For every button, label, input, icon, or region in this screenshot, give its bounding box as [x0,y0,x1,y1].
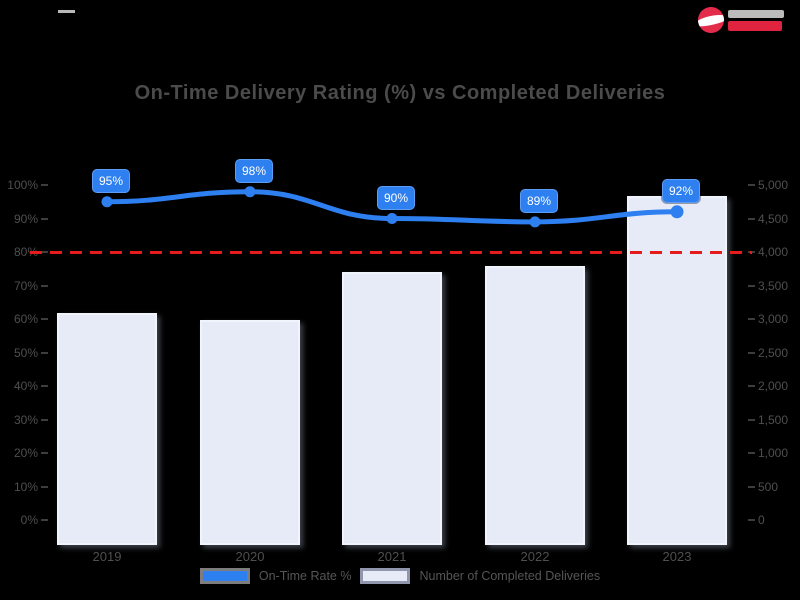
brand-logo-icon [698,7,724,33]
brand-watermark [698,7,784,33]
x-axis-label-2022: 2022 [520,549,550,564]
y-axis-left-tick-label: 50% [13,345,38,360]
y-axis-left-tick-label: 80% [13,245,38,259]
y-axis-left-tick-label: 10% [13,479,38,494]
chart-title: On-Time Delivery Rating (%) vs Completed… [134,82,666,104]
y-axis-right-tick-label: 0 [758,513,765,527]
y-axis-left-tick-label: 40% [13,379,38,393]
y-axis-right-tick-mark [748,284,755,287]
y-axis-left-tick-mark [41,519,48,521]
legend-label-line: On-Time Rate % [258,569,352,583]
y-axis-left-tick-mark [41,318,48,320]
logo-text-line-bottom [728,20,782,31]
y-axis-left-tick-mark [41,284,48,287]
bar-2022 [485,266,585,545]
data-label-chip-2022: 89% [520,188,558,213]
legend-swatch-line [199,568,250,584]
y-axis-right-tick-mark [748,351,755,354]
x-axis-label-2021: 2021 [377,549,407,564]
line-point-2020 [244,186,256,198]
y-axis-left-tick-mark [41,351,48,354]
y-axis-right-tick-label: 3,000 [758,312,789,326]
target-line [30,251,752,254]
y-axis-left-tick-mark [41,385,48,387]
brand-logo-text [728,9,784,31]
line-point-2022 [529,216,541,228]
y-axis-right-tick-label: 1,000 [758,446,789,460]
bar-2020 [200,320,300,545]
bar-2023 [627,196,727,545]
logo-text-line-top [728,9,784,18]
data-label-chip-2021: 90% [377,185,415,210]
y-axis-right-tick-mark [748,485,755,488]
y-axis-left-tick-label: 60% [13,312,38,326]
y-axis-left-tick-label: 100% [7,178,38,192]
y-axis-right-tick-label: 4,000 [758,245,789,259]
y-axis-left-tick-mark [41,485,48,488]
y-axis-right-tick-mark [748,184,755,186]
x-axis-label-2020: 2020 [235,549,265,564]
data-label-chip-2023: 92% [662,178,700,203]
chart-legend: On-Time Rate % Number of Completed Delive… [0,568,800,584]
y-axis-left-tick-label: 70% [13,278,38,293]
y-axis-right-tick-label: 2,500 [758,345,789,360]
y-axis-right-tick-mark [748,519,755,521]
y-axis-right-tick-label: 5,000 [758,178,789,192]
y-axis-left-tick-label: 0% [20,513,38,527]
bar-2021 [342,272,442,545]
y-axis-right-tick-mark [748,318,755,320]
y-axis-right-tick-mark [748,418,755,421]
x-axis-label-2019: 2019 [92,549,122,564]
legend-label-bars: Number of Completed Deliveries [419,569,601,583]
data-label-chip-2020: 98% [235,158,273,183]
y-axis-right-tick-label: 4,500 [758,211,789,226]
y-axis-right-tick-mark [748,452,755,454]
y-axis-right-tick-label: 3,500 [758,278,789,293]
y-axis-left-tick-mark [41,184,48,186]
legend-swatch-bars [360,568,411,584]
y-axis-left-tick-mark [41,418,48,421]
y-axis-left-tick-label: 30% [13,412,38,427]
x-axis-label-2023: 2023 [662,549,692,564]
y-axis-right-tick-label: 2,000 [758,379,789,393]
y-axis-right-tick-mark [748,385,755,387]
y-axis-left-tick-label: 20% [13,446,38,460]
y-axis-left-tick-mark [41,452,48,454]
y-axis-right-tick-mark [748,217,755,220]
bar-2019 [57,313,157,545]
line-point-2021 [386,213,398,224]
y-axis-right-tick-label: 1,500 [758,412,789,427]
watermark-fragment [58,10,75,13]
data-label-chip-2019: 95% [92,168,130,193]
y-axis-left-tick-mark [41,217,48,220]
y-axis-right-tick-label: 500 [758,479,779,494]
y-axis-left-tick-label: 90% [13,211,38,226]
line-point-2019 [101,196,113,208]
